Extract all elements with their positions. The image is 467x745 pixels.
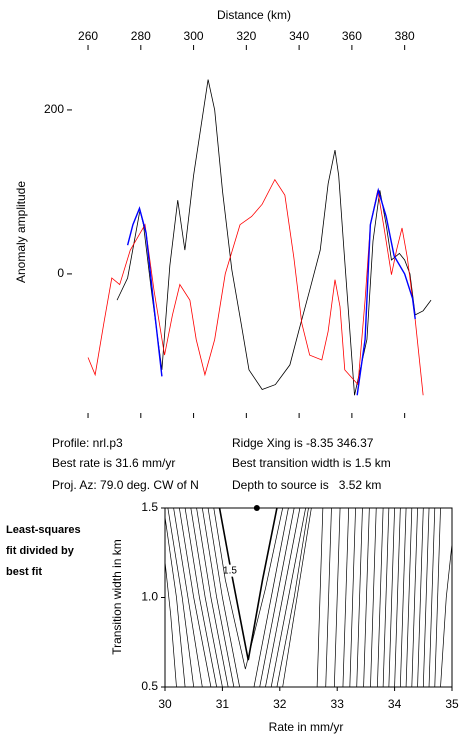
- contour-line: [184, 507, 309, 688]
- contour-label: 1.5: [223, 565, 237, 576]
- y-tick-label: 200: [44, 102, 64, 116]
- contour-line: [342, 507, 350, 688]
- x-tick-label: 340: [289, 29, 309, 43]
- x-tick-label: 280: [131, 29, 151, 43]
- x-tick-label: 380: [395, 29, 415, 43]
- contour-line: [428, 507, 436, 688]
- contour-label-bg: [222, 564, 239, 577]
- contour-line: [377, 507, 384, 688]
- x-tick-label: 31: [216, 697, 230, 711]
- annotation: Ridge Xing is -8.35 346.37: [232, 436, 374, 450]
- data-line: [116, 79, 432, 396]
- x-tick-label: 360: [342, 29, 362, 43]
- x-axis-title: Distance (km): [217, 8, 291, 22]
- contour-line: [333, 507, 341, 688]
- contour-line: [349, 507, 356, 688]
- contour-line: [422, 507, 430, 688]
- contour-line: [179, 507, 312, 688]
- y-axis-title: Anomaly amplitude: [14, 181, 28, 283]
- contour-line: [164, 561, 177, 688]
- contour-line: [417, 507, 424, 688]
- x-tick-label: 34: [388, 697, 402, 711]
- x-axis-title: Rate in mm/yr: [269, 720, 344, 734]
- contour-line: [173, 507, 203, 688]
- contour-line: [363, 507, 370, 688]
- annotation: Proj. Az: 79.0 deg. CW of N: [52, 478, 199, 492]
- contour-line: [196, 507, 301, 688]
- data-line: [126, 187, 416, 396]
- contour-line: [167, 507, 195, 688]
- x-tick-label: 33: [331, 697, 345, 711]
- x-tick-label: 32: [273, 697, 287, 711]
- contour-line: [218, 507, 278, 661]
- contour-line: [394, 507, 401, 688]
- contour-line: [399, 507, 407, 688]
- data-line: [87, 178, 424, 396]
- x-tick-label: 260: [78, 29, 98, 43]
- annotation: Depth to source is 3.52 km: [232, 478, 381, 492]
- contour-line: [316, 507, 324, 688]
- contour-line: [382, 507, 390, 688]
- x-tick-label: 320: [236, 29, 256, 43]
- contour-line: [388, 507, 395, 688]
- contour-line: [411, 507, 418, 688]
- contour-line: [213, 507, 284, 670]
- y-tick-label: 0.5: [141, 679, 158, 693]
- contour-line: [207, 507, 289, 688]
- y-tick-label: 1.0: [141, 590, 158, 604]
- contour-line: [440, 543, 453, 688]
- x-tick-label: 30: [158, 697, 172, 711]
- x-tick-label: 35: [445, 697, 459, 711]
- side-note: fit divided by: [6, 545, 75, 557]
- contour-line: [190, 507, 306, 688]
- best-fit-point: [253, 505, 260, 511]
- contour-line: [356, 507, 363, 688]
- annotation: Best transition width is 1.5 km: [232, 456, 391, 470]
- contour-line: [370, 507, 377, 688]
- y-axis-title: Transition width in km: [110, 539, 124, 655]
- contour-line: [434, 507, 441, 688]
- contour-line: [164, 516, 186, 688]
- y-tick-label: 1.5: [141, 500, 158, 514]
- x-tick-label: 300: [184, 29, 204, 43]
- side-note: Least-squares: [6, 524, 81, 536]
- contour-line: [325, 507, 332, 688]
- contour-line: [405, 507, 413, 688]
- annotation: Best rate is 31.6 mm/yr: [52, 456, 175, 470]
- side-note: best fit: [6, 566, 42, 578]
- annotation: Profile: nrl.p3: [52, 436, 123, 450]
- y-tick-label: 0: [57, 266, 64, 280]
- contour-line: [201, 507, 295, 688]
